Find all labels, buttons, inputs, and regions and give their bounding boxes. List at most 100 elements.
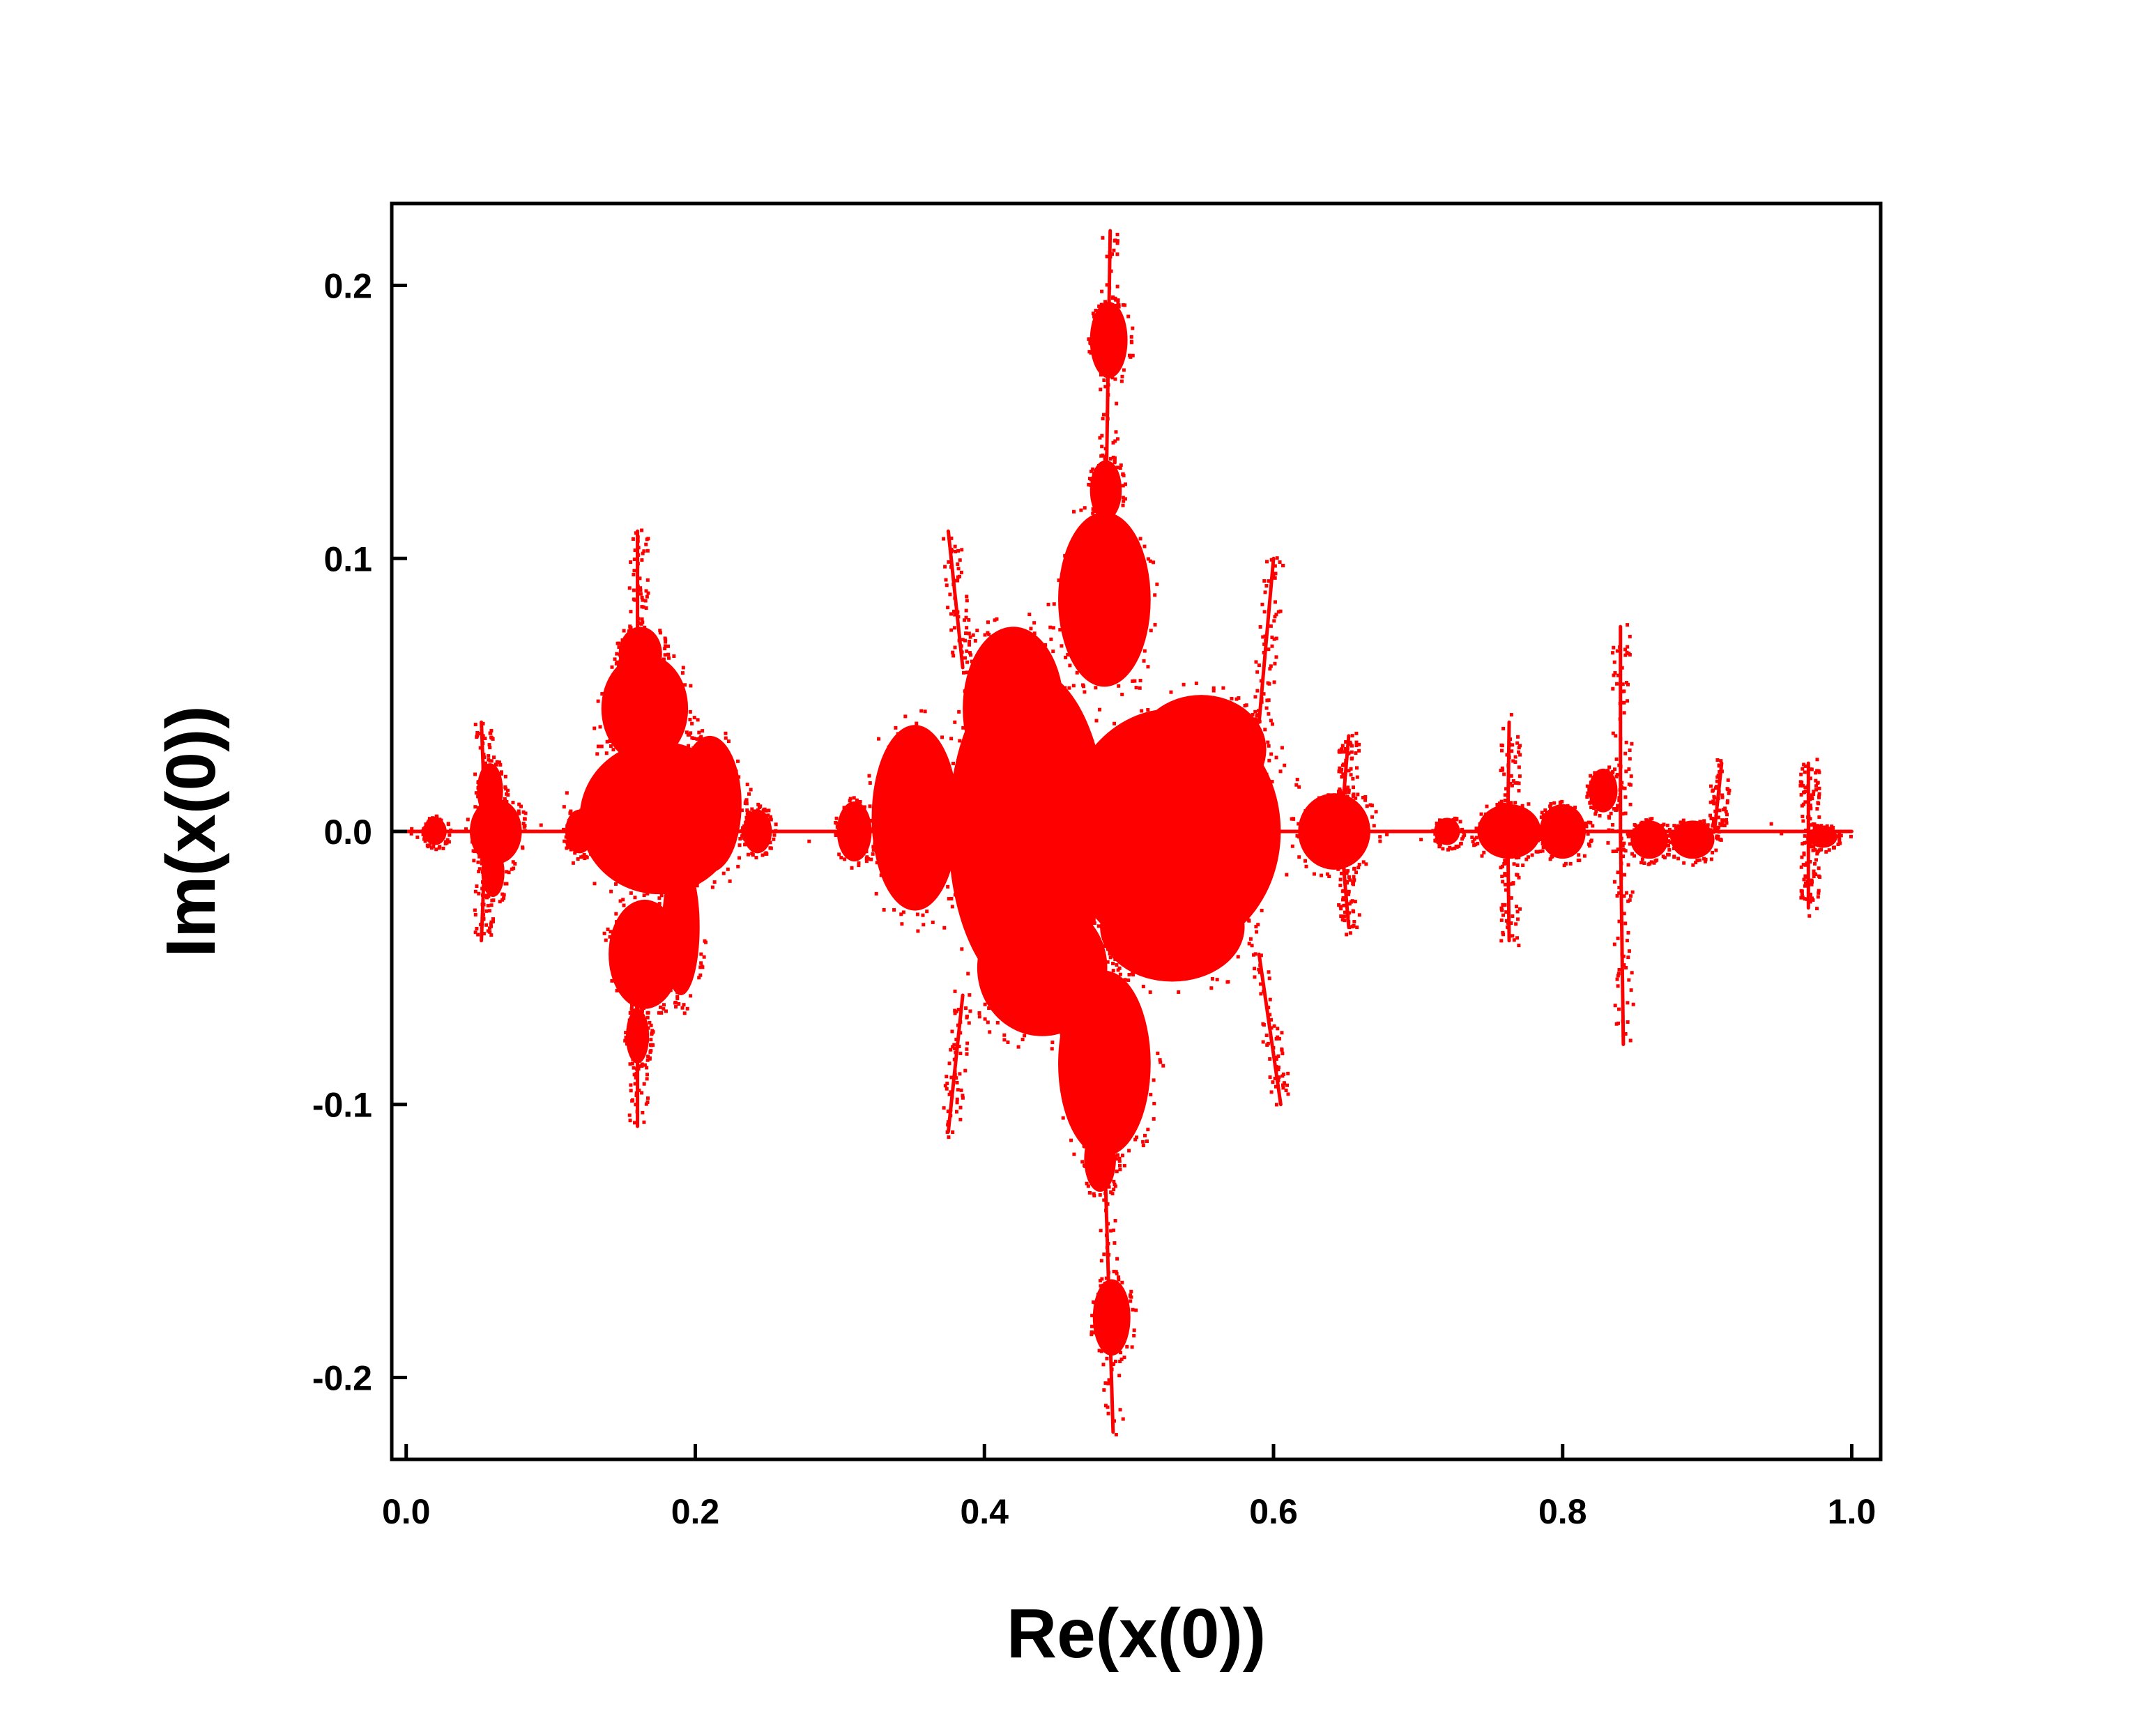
fractal-speck <box>427 820 431 824</box>
fractal-speck <box>484 839 489 843</box>
fractal-speck <box>639 588 643 592</box>
fractal-speck <box>1474 843 1478 847</box>
fractal-speck <box>1550 854 1554 859</box>
fractal-speck <box>1129 1289 1133 1294</box>
fractal-speck <box>1619 765 1623 769</box>
fractal-speck <box>1097 304 1101 308</box>
fractal-speck <box>1514 818 1518 822</box>
fractal-speck <box>1009 893 1013 898</box>
fractal-speck <box>1711 850 1715 854</box>
fractal-speck <box>512 866 516 870</box>
fractal-speck <box>1517 834 1521 838</box>
fractal-speck <box>1090 1333 1094 1337</box>
fractal-speck <box>1123 978 1127 982</box>
fractal-speck <box>1511 759 1515 763</box>
fractal-speck <box>929 856 933 860</box>
fractal-speck <box>565 840 569 844</box>
fractal-speck <box>498 815 502 820</box>
y-tick-label: -0.1 <box>312 1086 372 1125</box>
fractal-speck <box>951 1045 955 1049</box>
fractal-speck <box>954 549 958 553</box>
fractal-speck <box>1807 899 1811 903</box>
fractal-speck <box>1621 954 1626 958</box>
fractal-speck <box>633 548 637 553</box>
fractal-speck <box>640 988 644 992</box>
fractal-speck <box>1115 1157 1119 1161</box>
fractal-speck <box>489 880 494 884</box>
fractal-speck <box>481 721 485 726</box>
fractal-speck <box>1343 800 1347 804</box>
fractal-speck <box>896 732 900 736</box>
fractal-speck <box>1254 925 1258 929</box>
fractal-region-main-body-lower-right <box>1100 872 1245 982</box>
fractal-speck <box>649 1038 653 1042</box>
fractal-speck <box>1209 986 1214 990</box>
fractal-speck <box>620 638 625 642</box>
fractal-speck <box>1704 857 1708 861</box>
fractal-speck <box>1253 741 1257 745</box>
fractal-speck <box>1706 823 1710 827</box>
fractal-speck <box>1592 806 1596 810</box>
fractal-speck <box>956 610 960 614</box>
fractal-speck <box>1612 673 1616 677</box>
fractal-speck <box>1113 522 1117 526</box>
fractal-speck <box>636 1067 641 1071</box>
fractal-speck <box>602 931 606 935</box>
fractal-speck <box>1097 464 1101 468</box>
fractal-speck <box>721 871 726 875</box>
fractal-speck <box>1801 767 1805 771</box>
fractal-speck <box>1104 314 1108 318</box>
fractal-speck <box>1817 874 1821 878</box>
fractal-speck <box>1495 806 1499 811</box>
fractal-speck <box>1615 682 1619 686</box>
fractal-speck <box>1131 1307 1135 1312</box>
fractal-speck <box>723 766 727 770</box>
fractal-speck <box>954 1110 958 1114</box>
fractal-speck <box>1345 932 1349 937</box>
fractal-speck <box>1652 861 1656 865</box>
fractal-speck <box>1099 1164 1103 1168</box>
fractal-speck <box>1066 652 1070 657</box>
fractal-speck <box>1646 819 1650 823</box>
fractal-speck <box>1086 1184 1090 1188</box>
fractal-speck <box>956 562 960 567</box>
fractal-speck <box>697 976 701 980</box>
fractal-speck <box>1043 643 1048 647</box>
fractal-speck <box>1116 1146 1120 1150</box>
fractal-speck <box>483 877 487 882</box>
fractal-speck <box>1108 484 1112 489</box>
fractal-speck <box>1100 1119 1104 1123</box>
fractal-speck <box>658 631 662 635</box>
fractal-speck <box>484 818 489 822</box>
fractal-speck <box>633 1082 637 1086</box>
fractal-speck <box>1633 822 1637 827</box>
fractal-speck <box>871 852 875 856</box>
fractal-speck <box>645 548 650 553</box>
fractal-speck <box>1149 629 1153 633</box>
fractal-speck <box>631 537 635 541</box>
fractal-speck <box>487 758 491 762</box>
fractal-speck <box>959 644 963 648</box>
fractal-speck <box>687 855 691 859</box>
fractal-speck <box>684 845 688 850</box>
fractal-speck <box>988 1030 992 1034</box>
fractal-speck <box>1048 625 1053 629</box>
fractal-speck <box>1718 769 1722 774</box>
fractal-speck <box>1577 853 1581 857</box>
fractal-speck <box>1808 859 1812 863</box>
fractal-speck <box>1807 914 1812 918</box>
fractal-speck <box>1063 763 1067 767</box>
fractal-speck <box>1614 757 1619 761</box>
fractal-speck <box>1593 812 1598 816</box>
fractal-speck <box>1083 1142 1087 1146</box>
fractal-speck <box>680 1006 685 1010</box>
fractal-speck <box>1520 804 1524 808</box>
fractal-speck <box>1816 850 1820 854</box>
fractal-speck <box>481 734 485 738</box>
fractal-speck <box>1110 1330 1114 1334</box>
fractal-speck <box>1127 972 1131 976</box>
fractal-speck <box>1623 873 1627 877</box>
fractal-speck <box>1101 522 1106 526</box>
fractal-speck <box>1101 236 1105 240</box>
fractal-speck <box>1339 807 1343 811</box>
